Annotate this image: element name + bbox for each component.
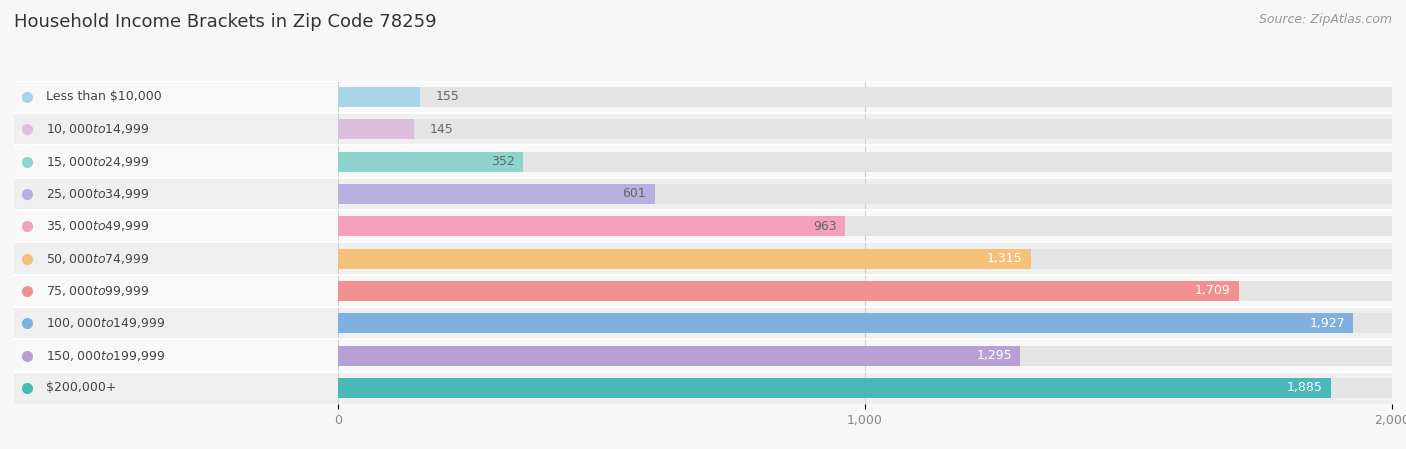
Bar	[337, 87, 1392, 107]
Text: 1,927: 1,927	[1309, 317, 1346, 330]
Bar	[337, 184, 655, 204]
Bar	[337, 113, 1392, 145]
Bar	[337, 313, 1354, 333]
Bar	[337, 145, 1392, 178]
Bar	[337, 307, 1392, 339]
Text: Household Income Brackets in Zip Code 78259: Household Income Brackets in Zip Code 78…	[14, 13, 437, 31]
Bar	[14, 81, 337, 113]
Text: 1,295: 1,295	[976, 349, 1012, 362]
Text: $15,000 to $24,999: $15,000 to $24,999	[46, 154, 150, 169]
Bar	[337, 119, 415, 139]
Bar	[337, 346, 1392, 365]
Bar	[337, 378, 1331, 398]
Text: 1,709: 1,709	[1194, 285, 1230, 297]
Bar	[337, 281, 1239, 301]
Text: Source: ZipAtlas.com: Source: ZipAtlas.com	[1258, 13, 1392, 26]
Bar	[337, 152, 523, 172]
Bar	[14, 339, 337, 372]
Bar	[14, 178, 337, 210]
Bar	[337, 372, 1392, 404]
Bar	[14, 210, 337, 242]
Bar	[14, 275, 337, 307]
Bar	[337, 313, 1392, 333]
Bar	[337, 378, 1392, 398]
Text: 352: 352	[491, 155, 515, 168]
Text: $100,000 to $149,999: $100,000 to $149,999	[46, 316, 166, 330]
Bar	[337, 281, 1392, 301]
Bar	[14, 307, 337, 339]
Bar	[337, 339, 1392, 372]
Text: $35,000 to $49,999: $35,000 to $49,999	[46, 219, 150, 233]
Bar	[337, 346, 1021, 365]
Bar	[337, 184, 1392, 204]
Text: 155: 155	[436, 91, 460, 103]
Bar	[337, 87, 419, 107]
Bar	[14, 372, 337, 404]
Bar	[337, 249, 1392, 269]
Bar	[14, 242, 337, 275]
Bar	[337, 275, 1392, 307]
Text: $25,000 to $34,999: $25,000 to $34,999	[46, 187, 150, 201]
Bar	[337, 119, 1392, 139]
Text: Less than $10,000: Less than $10,000	[46, 91, 162, 103]
Text: 1,315: 1,315	[987, 252, 1022, 265]
Bar	[337, 210, 1392, 242]
Bar	[337, 216, 845, 236]
Text: 963: 963	[813, 220, 837, 233]
Text: 601: 601	[623, 188, 647, 200]
Bar	[14, 145, 337, 178]
Bar	[337, 81, 1392, 113]
Text: $150,000 to $199,999: $150,000 to $199,999	[46, 348, 166, 363]
Bar	[337, 242, 1392, 275]
Bar	[337, 152, 1392, 172]
Bar	[337, 216, 1392, 236]
Text: $75,000 to $99,999: $75,000 to $99,999	[46, 284, 150, 298]
Text: 145: 145	[430, 123, 454, 136]
Bar	[337, 178, 1392, 210]
Text: $50,000 to $74,999: $50,000 to $74,999	[46, 251, 150, 266]
Bar	[337, 249, 1031, 269]
Bar	[14, 113, 337, 145]
Text: 1,885: 1,885	[1286, 382, 1323, 394]
Text: $10,000 to $14,999: $10,000 to $14,999	[46, 122, 150, 136]
Text: $200,000+: $200,000+	[46, 382, 117, 394]
